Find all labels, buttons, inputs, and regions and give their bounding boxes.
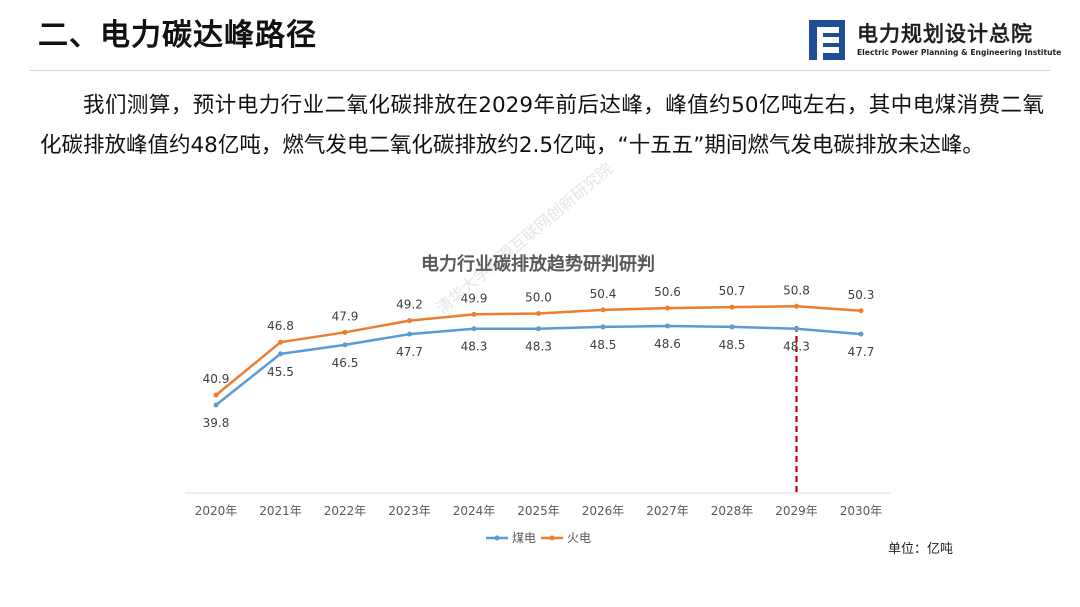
x-tick-label: 2026年 [582,504,625,518]
x-tick-label: 2028年 [711,504,754,518]
data-point [729,324,735,330]
data-point [665,305,670,311]
data-label: 46.5 [332,356,359,370]
data-point [471,326,477,332]
data-label: 40.9 [203,372,230,386]
x-tick-label: 2020年 [195,504,238,518]
data-point [342,329,348,335]
data-point [213,402,219,408]
legend-gas-label: 火电 [567,531,591,545]
x-tick-label: 2029年 [775,504,818,518]
data-label: 47.7 [848,345,875,359]
slide-title: 二、电力碳达峰路径 [38,18,317,53]
data-point [536,326,541,332]
data-point [536,310,541,316]
data-label: 50.3 [848,288,875,302]
data-point [600,307,606,313]
x-tick-label: 2021年 [259,504,302,518]
data-label: 49.9 [461,291,488,305]
legend-gas-marker [549,535,555,541]
data-label: 48.3 [461,340,488,354]
data-label: 50.8 [783,283,810,297]
data-label: 39.8 [203,416,230,430]
legend-coal-marker [494,535,500,541]
x-tick-label: 2024年 [453,504,496,518]
data-point [278,351,283,357]
x-tick-label: 2025年 [517,504,560,518]
data-label: 48.3 [525,340,552,354]
data-label: 45.5 [267,365,294,379]
data-label: 47.9 [332,309,359,323]
legend: 煤电 火电 [486,531,591,545]
x-tick-label: 2027年 [646,504,689,518]
data-label: 50.7 [719,284,746,298]
data-point [858,308,864,314]
data-label: 47.7 [396,345,423,359]
data-label: 48.3 [783,340,810,354]
chart-title: 电力行业碳排放趋势研判研判 [421,253,655,275]
data-point [213,392,219,398]
logo-name-en: Electric Power Planning & Engineering In… [857,48,1062,57]
data-point [407,331,412,337]
data-label: 50.6 [654,285,681,299]
data-point [794,303,799,309]
data-label: 48.6 [654,337,681,351]
logo-mark-icon [809,20,845,60]
data-point [407,318,412,324]
x-tick-label: 2030年 [840,504,883,518]
data-label: 46.8 [267,319,294,333]
data-point [858,331,864,337]
data-label: 50.0 [525,290,552,304]
data-point [794,326,799,332]
data-point [278,339,283,345]
header-divider [30,70,1050,71]
legend-coal-label: 煤电 [512,531,536,545]
data-label: 48.5 [719,338,746,352]
data-point [471,311,477,317]
data-label: 50.4 [590,287,617,301]
data-point [665,323,670,329]
body-paragraph: 我们测算，预计电力行业二氧化碳排放在2029年前后达峰，峰值约50亿吨左右，其中… [40,93,1044,158]
data-point [729,304,735,310]
unit-label: 单位：亿吨 [888,542,954,557]
data-point [342,342,348,348]
data-point [600,324,606,330]
logo-name-cn: 电力规划设计总院 [857,22,1033,46]
data-label: 49.2 [396,298,423,312]
logo: 电力规划设计总院 Electric Power Planning & Engin… [809,18,1062,64]
x-tick-label: 2022年 [324,504,367,518]
data-label: 48.5 [590,338,617,352]
line-chart: 电力行业碳排放趋势研判研判 2020年 2021年 2022年 2023年 2024年 2… [185,253,890,545]
x-tick-label: 2023年 [388,504,431,518]
